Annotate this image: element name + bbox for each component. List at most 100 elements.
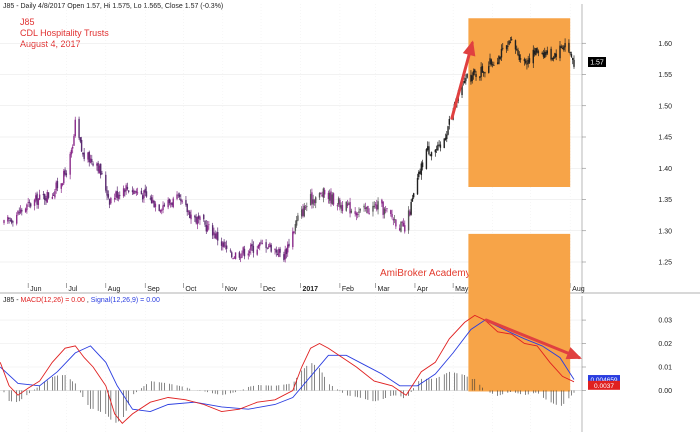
- candle: [502, 43, 504, 51]
- candle-body: [410, 202, 412, 215]
- candle: [410, 199, 412, 216]
- candle-body: [313, 200, 316, 203]
- candle-body: [232, 258, 234, 260]
- candle-body: [311, 192, 313, 204]
- candle-body: [242, 247, 244, 254]
- candle-body: [412, 193, 415, 198]
- candle: [312, 194, 314, 209]
- candle-body: [395, 219, 397, 227]
- candle: [186, 203, 188, 216]
- macd-last-marker-box: [588, 380, 620, 390]
- candle-body: [341, 204, 344, 211]
- macd-tick-label: 0.01: [658, 365, 672, 372]
- candle-body: [392, 219, 395, 221]
- candle-body: [162, 205, 164, 211]
- candle-body: [54, 191, 56, 198]
- candle-body: [376, 204, 378, 210]
- candle-body: [564, 43, 566, 48]
- candle-body: [384, 209, 387, 211]
- candle-body: [266, 247, 269, 249]
- candle: [398, 224, 401, 232]
- candle: [354, 207, 356, 217]
- candle-body: [533, 50, 536, 55]
- candle: [407, 206, 410, 234]
- candle: [542, 49, 545, 59]
- candle-body: [322, 188, 325, 198]
- candle-body: [381, 199, 383, 204]
- candle-body: [46, 192, 48, 203]
- candle: [223, 239, 225, 248]
- candle: [72, 144, 74, 154]
- candle: [106, 186, 108, 201]
- candle: [177, 192, 180, 198]
- candle-body: [186, 203, 188, 213]
- candle-body: [505, 45, 508, 50]
- arrow-head: [565, 347, 582, 360]
- candle-body: [233, 257, 235, 259]
- candle-body: [125, 185, 127, 191]
- candle-body: [489, 58, 491, 65]
- candle: [320, 192, 322, 195]
- candle: [248, 248, 251, 257]
- candle: [346, 199, 349, 209]
- candle-body: [225, 245, 228, 249]
- candle: [143, 189, 145, 203]
- candle-body: [247, 253, 249, 256]
- macd-histogram: [3, 363, 575, 423]
- candle: [368, 208, 370, 215]
- candle-body: [292, 231, 294, 248]
- candle-body: [30, 203, 32, 207]
- candle: [412, 192, 415, 200]
- candle: [365, 206, 368, 214]
- price-tick-label: 1.45: [658, 135, 672, 142]
- candle-body: [463, 81, 466, 83]
- candle: [269, 242, 271, 248]
- candle: [474, 68, 476, 76]
- candle-body: [194, 215, 196, 218]
- candle-body: [421, 162, 424, 168]
- candle-body: [176, 194, 178, 199]
- candle-body: [73, 136, 75, 146]
- candle: [133, 188, 135, 195]
- candle: [88, 150, 90, 167]
- candle-body: [373, 205, 375, 208]
- candle-body: [383, 208, 386, 215]
- candle-body: [339, 199, 341, 208]
- candle: [429, 154, 431, 157]
- candlestick-series: [3, 36, 575, 263]
- candle-body: [250, 244, 252, 251]
- candle: [332, 192, 335, 207]
- candle: [140, 187, 143, 195]
- candle-body: [302, 208, 304, 216]
- candle-body: [269, 243, 271, 248]
- candle-body: [569, 51, 571, 54]
- candle-body: [274, 249, 276, 250]
- candle: [489, 53, 491, 67]
- candle-body: [163, 204, 166, 207]
- candle: [60, 183, 62, 194]
- candle: [363, 203, 365, 212]
- candle: [509, 37, 512, 44]
- candle-body: [267, 246, 270, 248]
- candle: [87, 151, 89, 163]
- candle-body: [498, 55, 500, 64]
- candle-body: [479, 76, 481, 78]
- candle-body: [523, 59, 526, 62]
- candle: [234, 252, 237, 260]
- candle-body: [45, 198, 47, 202]
- signal-line: [0, 319, 575, 413]
- candle-body: [187, 211, 190, 213]
- candle-body: [241, 253, 243, 258]
- candle-body: [98, 165, 101, 173]
- candle-body: [231, 252, 233, 258]
- candle-body: [181, 200, 183, 203]
- candle: [9, 217, 12, 222]
- candle: [508, 40, 510, 46]
- candle-body: [304, 207, 307, 209]
- candle: [10, 218, 13, 225]
- candle-body: [536, 48, 538, 53]
- candle-body: [278, 249, 280, 257]
- candle: [220, 237, 223, 251]
- candle: [21, 207, 23, 216]
- signal-last-marker-box: [588, 375, 620, 385]
